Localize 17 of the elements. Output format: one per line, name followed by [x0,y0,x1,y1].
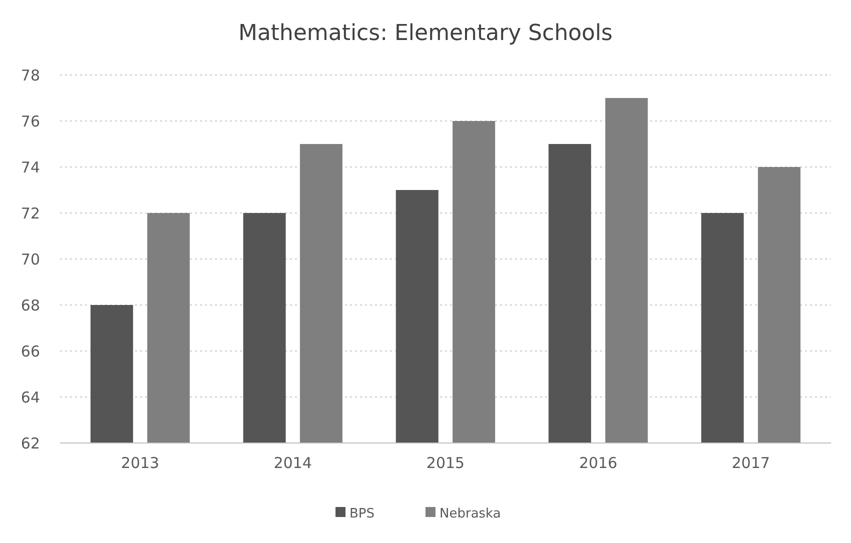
x-tick-label: 2014 [274,454,312,472]
y-tick-label: 64 [20,388,40,406]
y-tick-label: 72 [20,204,40,222]
x-tick-label: 2017 [732,454,770,472]
x-tick-label: 2015 [426,454,465,472]
y-tick-label: 62 [20,434,40,452]
y-tick-label: 76 [20,112,40,130]
y-tick-label: 78 [20,66,40,84]
y-tick-label: 74 [20,158,40,176]
y-tick-label: 66 [20,342,40,360]
x-tick-label: 2016 [579,454,618,472]
legend-label: Nebraska [440,506,501,522]
y-tick-label: 68 [20,296,40,314]
chart-title: Mathematics: Elementary Schools [238,21,613,46]
x-tick-label: 2013 [121,454,160,472]
y-tick-label: 70 [20,250,40,268]
legend-label: BPS [350,506,375,522]
